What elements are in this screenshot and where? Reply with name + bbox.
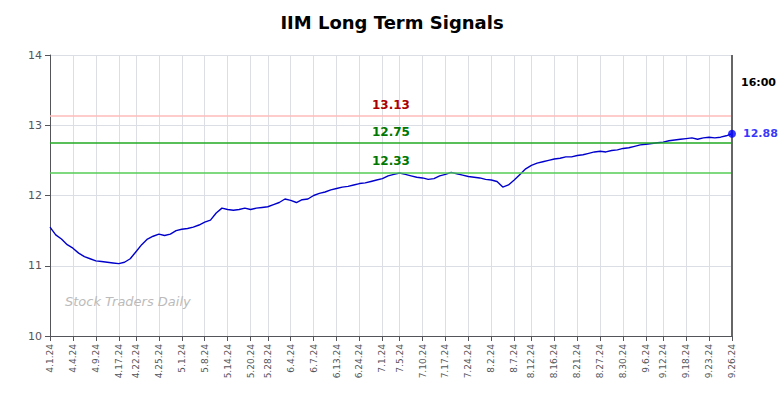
svg-text:12.75: 12.75: [372, 125, 410, 139]
svg-text:8.21.24: 8.21.24: [572, 344, 582, 379]
svg-text:4.1.24: 4.1.24: [45, 344, 55, 373]
svg-text:11: 11: [28, 259, 42, 272]
svg-text:6.13.24: 6.13.24: [332, 344, 342, 379]
svg-text:8.7.24: 8.7.24: [509, 344, 519, 373]
svg-text:12: 12: [28, 189, 42, 202]
svg-text:4.25.24: 4.25.24: [154, 344, 164, 379]
svg-text:7.1.24: 7.1.24: [377, 344, 387, 373]
svg-text:5.28.24: 5.28.24: [263, 344, 273, 379]
svg-text:7.24.24: 7.24.24: [463, 344, 473, 379]
svg-text:7.17.24: 7.17.24: [440, 344, 450, 379]
svg-text:10: 10: [28, 330, 42, 343]
svg-text:14: 14: [28, 49, 42, 62]
svg-text:6.24.24: 6.24.24: [354, 344, 364, 379]
svg-text:5.8.24: 5.8.24: [200, 344, 210, 373]
svg-text:13: 13: [28, 119, 42, 132]
svg-text:5.14.24: 5.14.24: [223, 344, 233, 379]
svg-text:5.20.24: 5.20.24: [246, 344, 256, 379]
svg-text:IIM Long Term Signals: IIM Long Term Signals: [280, 12, 503, 33]
svg-text:9.12.24: 9.12.24: [658, 344, 668, 379]
svg-text:6.4.24: 6.4.24: [286, 344, 296, 373]
svg-text:4.4.24: 4.4.24: [68, 344, 78, 373]
svg-text:6.7.24: 6.7.24: [309, 344, 319, 373]
svg-text:8.16.24: 8.16.24: [549, 344, 559, 379]
svg-text:12.88: 12.88: [743, 127, 778, 140]
svg-text:4.9.24: 4.9.24: [91, 344, 101, 373]
svg-text:9.18.24: 9.18.24: [681, 344, 691, 379]
svg-text:9.26.24: 9.26.24: [727, 344, 737, 379]
svg-text:7.5.24: 7.5.24: [395, 344, 405, 373]
svg-text:9.23.24: 9.23.24: [704, 344, 714, 379]
svg-text:8.30.24: 8.30.24: [618, 344, 628, 379]
svg-text:Stock Traders Daily: Stock Traders Daily: [65, 294, 191, 309]
svg-text:16:00: 16:00: [741, 76, 776, 89]
svg-text:8.2.24: 8.2.24: [486, 344, 496, 373]
svg-text:12.33: 12.33: [372, 154, 410, 168]
svg-text:8.12.24: 8.12.24: [526, 344, 536, 379]
svg-text:8.27.24: 8.27.24: [595, 344, 605, 379]
svg-text:4.22.24: 4.22.24: [131, 344, 141, 379]
svg-text:7.10.24: 7.10.24: [418, 344, 428, 379]
svg-text:9.6.24: 9.6.24: [641, 344, 651, 373]
svg-text:13.13: 13.13: [372, 98, 410, 112]
svg-text:5.1.24: 5.1.24: [177, 344, 187, 373]
svg-text:4.17.24: 4.17.24: [114, 344, 124, 379]
